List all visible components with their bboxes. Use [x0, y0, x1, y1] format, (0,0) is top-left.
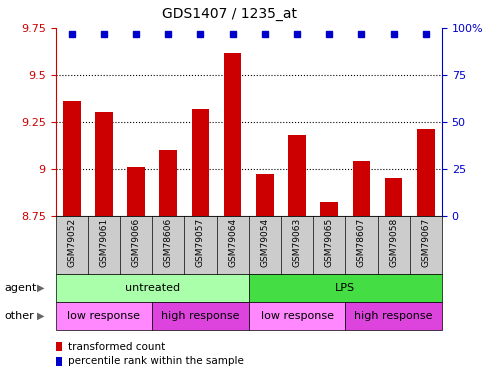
Text: GSM79067: GSM79067 [421, 217, 430, 267]
Text: percentile rank within the sample: percentile rank within the sample [68, 357, 243, 366]
Text: GSM79052: GSM79052 [67, 217, 76, 267]
Bar [256, 174, 274, 216]
Text: LPS: LPS [335, 283, 355, 293]
Text: agent: agent [5, 283, 37, 293]
Text: low response: low response [260, 311, 334, 321]
Bar [385, 178, 402, 216]
Bar [95, 112, 113, 216]
Text: high response: high response [355, 311, 433, 321]
Text: ▶: ▶ [37, 311, 45, 321]
Bar [159, 150, 177, 216]
Bar [417, 129, 435, 216]
Text: low response: low response [67, 311, 141, 321]
Text: high response: high response [161, 311, 240, 321]
Bar [320, 202, 338, 216]
Text: GSM78607: GSM78607 [357, 217, 366, 267]
Bar [63, 101, 81, 216]
Text: transformed count: transformed count [68, 342, 165, 351]
Text: ▶: ▶ [37, 283, 45, 293]
Text: GSM79054: GSM79054 [260, 217, 270, 267]
Text: GSM79057: GSM79057 [196, 217, 205, 267]
Text: GSM79063: GSM79063 [293, 217, 301, 267]
Bar [288, 135, 306, 216]
Bar [224, 53, 242, 216]
Text: GSM79061: GSM79061 [99, 217, 108, 267]
Text: GSM79058: GSM79058 [389, 217, 398, 267]
Bar [127, 167, 145, 216]
Text: GSM79064: GSM79064 [228, 217, 237, 267]
Text: GSM78606: GSM78606 [164, 217, 173, 267]
Bar [353, 161, 370, 216]
Text: other: other [5, 311, 35, 321]
Text: GSM79066: GSM79066 [131, 217, 141, 267]
Text: GSM79065: GSM79065 [325, 217, 334, 267]
Text: GDS1407 / 1235_at: GDS1407 / 1235_at [162, 7, 297, 21]
Bar [192, 109, 209, 216]
Text: untreated: untreated [125, 283, 180, 293]
